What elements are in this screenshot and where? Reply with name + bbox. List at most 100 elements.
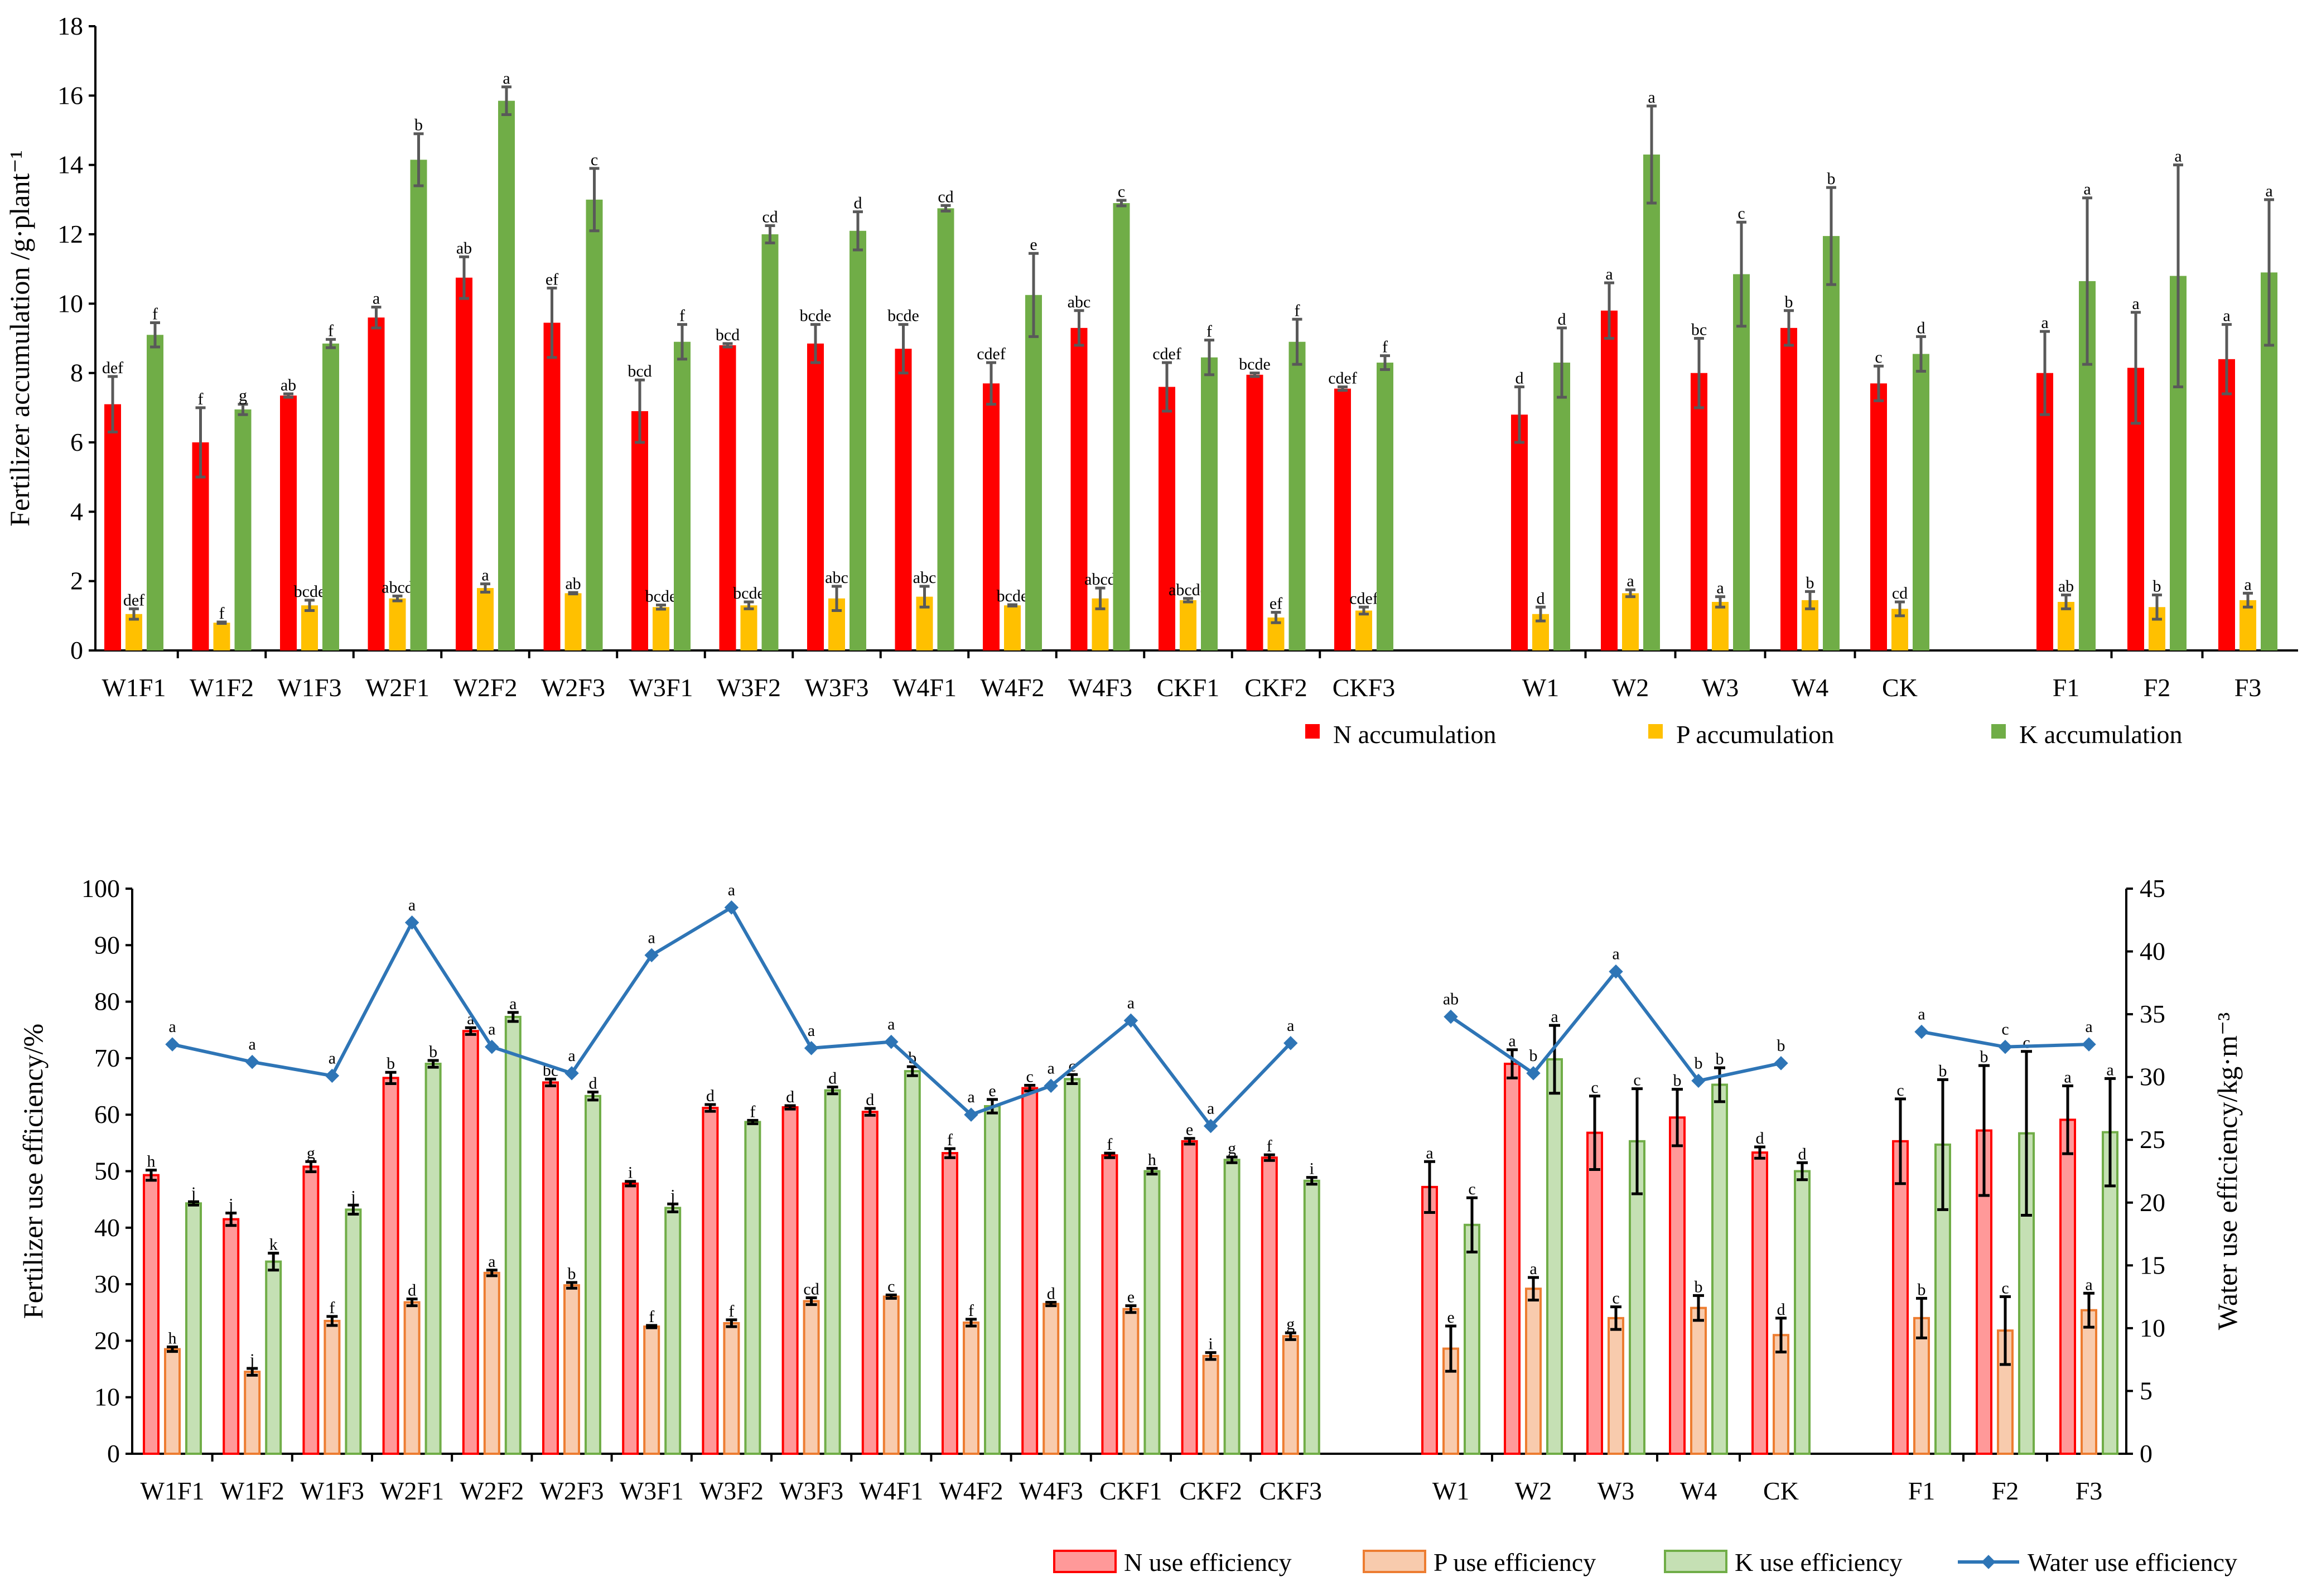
significance-letter: a — [1612, 945, 1619, 963]
bar-n-accumulation — [807, 343, 824, 650]
bar-k-use-efficiency — [424, 1063, 442, 1455]
y-axis-title: Fertilizer use efficiency/% — [17, 1024, 49, 1319]
x-tick-label: F1 — [2053, 673, 2080, 702]
bar-k-accumulation — [322, 343, 339, 650]
bar-k-accumulation — [850, 230, 866, 650]
water-use-efficiency-point — [325, 1068, 340, 1083]
bar-k-accumulation — [1643, 155, 1660, 650]
significance-letter: a — [2085, 1018, 2092, 1036]
bar-p-accumulation — [740, 605, 757, 650]
y-tick-label: 20 — [94, 1326, 120, 1354]
bar-k-use-efficiency — [1143, 1170, 1161, 1455]
significance-letter: a — [1529, 1260, 1537, 1278]
bar-n-accumulation — [104, 404, 121, 650]
bar-p-accumulation — [1622, 593, 1639, 650]
bar-p-use-efficiency — [1773, 1334, 1789, 1455]
significance-letter: a — [1716, 579, 1724, 597]
significance-letter: b — [387, 1054, 395, 1073]
bar-n-use-efficiency — [1586, 1131, 1603, 1455]
significance-letter: a — [728, 881, 735, 899]
bar-n-accumulation — [1159, 387, 1175, 650]
bar-k-accumulation — [1113, 203, 1130, 650]
significance-letter: c — [1633, 1071, 1640, 1089]
significance-letter: a — [2083, 180, 2091, 199]
y-tick-label: 10 — [57, 289, 83, 317]
significance-letter: f — [728, 1302, 734, 1320]
y-tick-label: 90 — [94, 930, 120, 959]
significance-letter: a — [2064, 1068, 2071, 1087]
significance-letter: a — [2265, 182, 2272, 200]
water-use-efficiency-point — [1774, 1056, 1788, 1071]
bar-p-use-efficiency — [1043, 1303, 1060, 1455]
x-tick-label: W1F3 — [300, 1477, 364, 1505]
y-tick-label: 60 — [94, 1100, 120, 1129]
significance-letter: e — [1186, 1121, 1193, 1139]
bar-p-use-efficiency — [882, 1295, 900, 1455]
water-use-efficiency-point — [724, 900, 739, 915]
significance-letter: abc — [825, 568, 848, 587]
significance-letter: a — [1508, 1032, 1516, 1050]
significance-letter: cd — [762, 208, 778, 226]
significance-letter: a — [887, 1015, 895, 1034]
x-tick-label: W1 — [1432, 1477, 1469, 1505]
bar-k-accumulation — [1377, 363, 1393, 650]
bar-n-accumulation — [631, 411, 648, 650]
bar-n-accumulation — [2218, 359, 2235, 650]
significance-letter: b — [1529, 1047, 1538, 1065]
significance-letter: h — [168, 1329, 177, 1348]
significance-letter: a — [1207, 1099, 1214, 1117]
bar-p-use-efficiency — [723, 1322, 740, 1455]
significance-letter: f — [679, 307, 685, 325]
bar-k-use-efficiency — [1223, 1159, 1241, 1455]
significance-letter: k — [269, 1235, 278, 1253]
legend-swatch — [1648, 724, 1663, 739]
bar-k-accumulation — [1913, 354, 1929, 650]
bar-k-use-efficiency — [585, 1094, 601, 1455]
significance-letter: a — [967, 1088, 974, 1106]
bar-k-use-efficiency — [1711, 1083, 1728, 1455]
significance-letter: b — [1777, 1036, 1785, 1055]
bar-k-use-efficiency — [185, 1202, 202, 1455]
legend-label: N accumulation — [1333, 720, 1497, 749]
bar-p-use-efficiency — [1282, 1335, 1299, 1455]
significance-letter: d — [854, 194, 862, 213]
significance-letter: abc — [1068, 293, 1091, 311]
bar-n-accumulation — [1870, 383, 1887, 650]
bar-n-accumulation — [895, 349, 912, 650]
significance-letter: cdef — [1349, 589, 1378, 607]
bar-n-accumulation — [2036, 373, 2053, 650]
significance-letter: c — [1468, 1180, 1475, 1198]
bar-n-use-efficiency — [382, 1077, 399, 1455]
x-tick-label: W4F1 — [892, 673, 957, 702]
significance-letter: def — [123, 591, 144, 609]
bar-k-use-efficiency — [345, 1208, 362, 1455]
legend-label: P accumulation — [1676, 720, 1834, 749]
x-tick-label: W4F1 — [859, 1477, 923, 1505]
significance-letter: d — [1756, 1129, 1764, 1147]
y2-tick-label: 45 — [2140, 874, 2165, 903]
bar-p-accumulation — [564, 593, 582, 650]
bar-k-accumulation — [410, 160, 427, 650]
y-tick-label: 80 — [94, 987, 120, 1016]
y2-tick-label: 10 — [2140, 1314, 2165, 1342]
y-tick-label: 50 — [94, 1157, 120, 1185]
y-tick-label: 10 — [94, 1383, 120, 1411]
bar-n-use-efficiency — [702, 1107, 719, 1455]
significance-letter: abcd — [382, 578, 413, 596]
x-tick-label: W4F2 — [939, 1477, 1003, 1505]
bar-k-use-efficiency — [1064, 1078, 1081, 1455]
significance-letter: g — [307, 1144, 315, 1162]
bar-p-use-efficiency — [563, 1284, 580, 1455]
significance-letter: bcd — [716, 326, 740, 344]
bar-k-use-efficiency — [1464, 1223, 1480, 1455]
significance-letter: j — [350, 1187, 355, 1206]
significance-letter: b — [1695, 1277, 1703, 1296]
significance-letter: a — [2223, 307, 2230, 325]
significance-letter: ab — [281, 376, 296, 394]
significance-letter: b — [1980, 1048, 1989, 1066]
y2-tick-label: 25 — [2140, 1125, 2165, 1154]
y-tick-label: 40 — [94, 1213, 120, 1242]
y2-tick-label: 30 — [2140, 1063, 2165, 1091]
significance-letter: a — [1426, 1144, 1433, 1162]
x-tick-label: W3F1 — [629, 673, 693, 702]
